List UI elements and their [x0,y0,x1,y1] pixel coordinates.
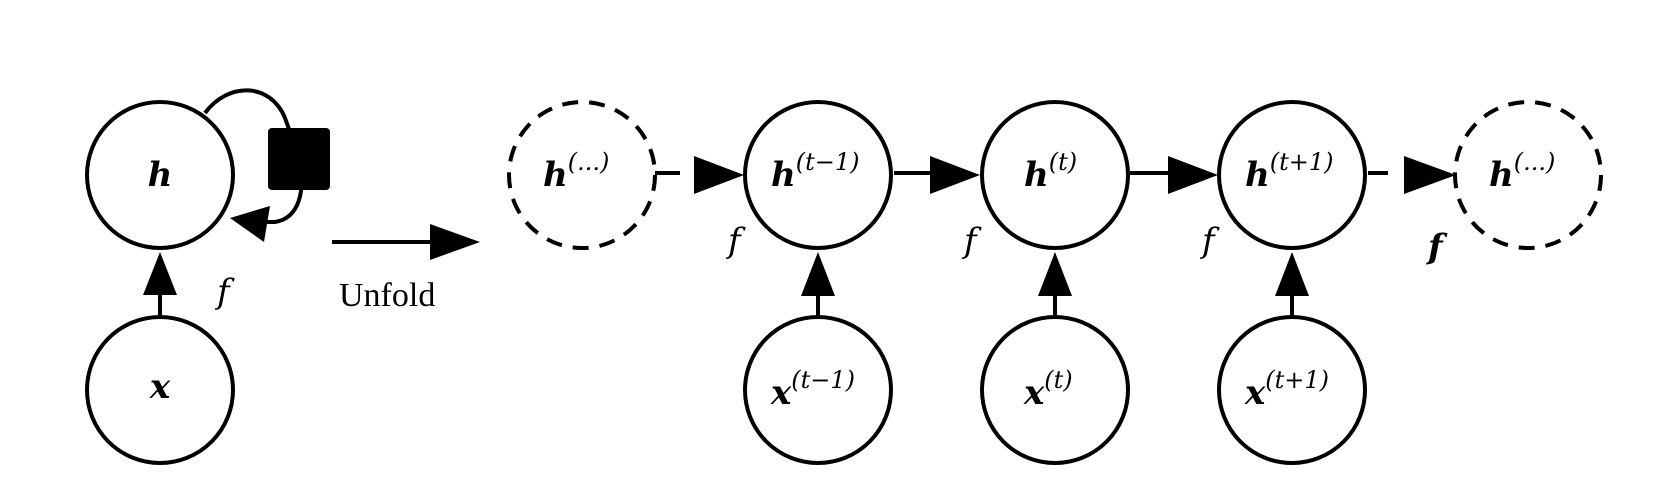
folded-graph: h x f [85,88,330,465]
arrowhead-x-t1 [1275,252,1309,296]
loop-arrowhead [230,206,270,242]
input-node-t [980,315,1130,465]
folded-hidden-node [85,100,235,250]
folded-input-node [85,315,235,465]
arrowhead-x-t [1038,252,1072,296]
folded-function-label: f [214,272,235,312]
input-node-t-1 [743,315,893,465]
unrolled-graph: h(...) h(t−1) h(t) h(t+1) h(...) x(t−1) … [507,100,1603,465]
hidden-node-t1 [1217,100,1367,250]
hidden-node-t-1 [743,100,893,250]
arrowhead-into-h-t [930,156,980,194]
hidden-label-dots-right: h(...) [1489,148,1555,195]
arrowhead-into-h-t1 [1168,156,1218,194]
delay-square-icon [268,128,330,190]
input-node-t1 [1217,315,1367,465]
input-label-t1: x(t+1) [1244,366,1329,413]
unfold-arrow: Unfold [332,224,480,314]
input-label-t-1: x(t−1) [770,366,855,413]
function-label-2: f [961,221,982,261]
hidden-label-t-1: h(t−1) [771,148,859,195]
arrowhead-into-h-t-1 [694,156,744,194]
hidden-node-dots-left [507,100,657,250]
input-label-t: x(t) [1023,366,1073,413]
hidden-node-dots-right [1453,100,1603,250]
unfold-arrowhead [430,224,480,260]
function-label-4: f [1426,227,1448,267]
folded-input-arrowhead [143,252,177,295]
unfold-label: Unfold [339,277,435,314]
folded-hidden-label: h [148,155,173,195]
hidden-label-t: h(t) [1024,148,1077,195]
folded-input-label: x [149,367,171,407]
hidden-label-dots-left: h(...) [543,148,609,195]
function-label-3: f [1199,221,1220,261]
arrowhead-x-t-1 [801,252,835,296]
function-label-1: f [725,221,746,261]
hidden-label-t1: h(t+1) [1245,148,1333,195]
arrowhead-into-hdots-right [1404,156,1456,194]
hidden-node-t [980,100,1130,250]
